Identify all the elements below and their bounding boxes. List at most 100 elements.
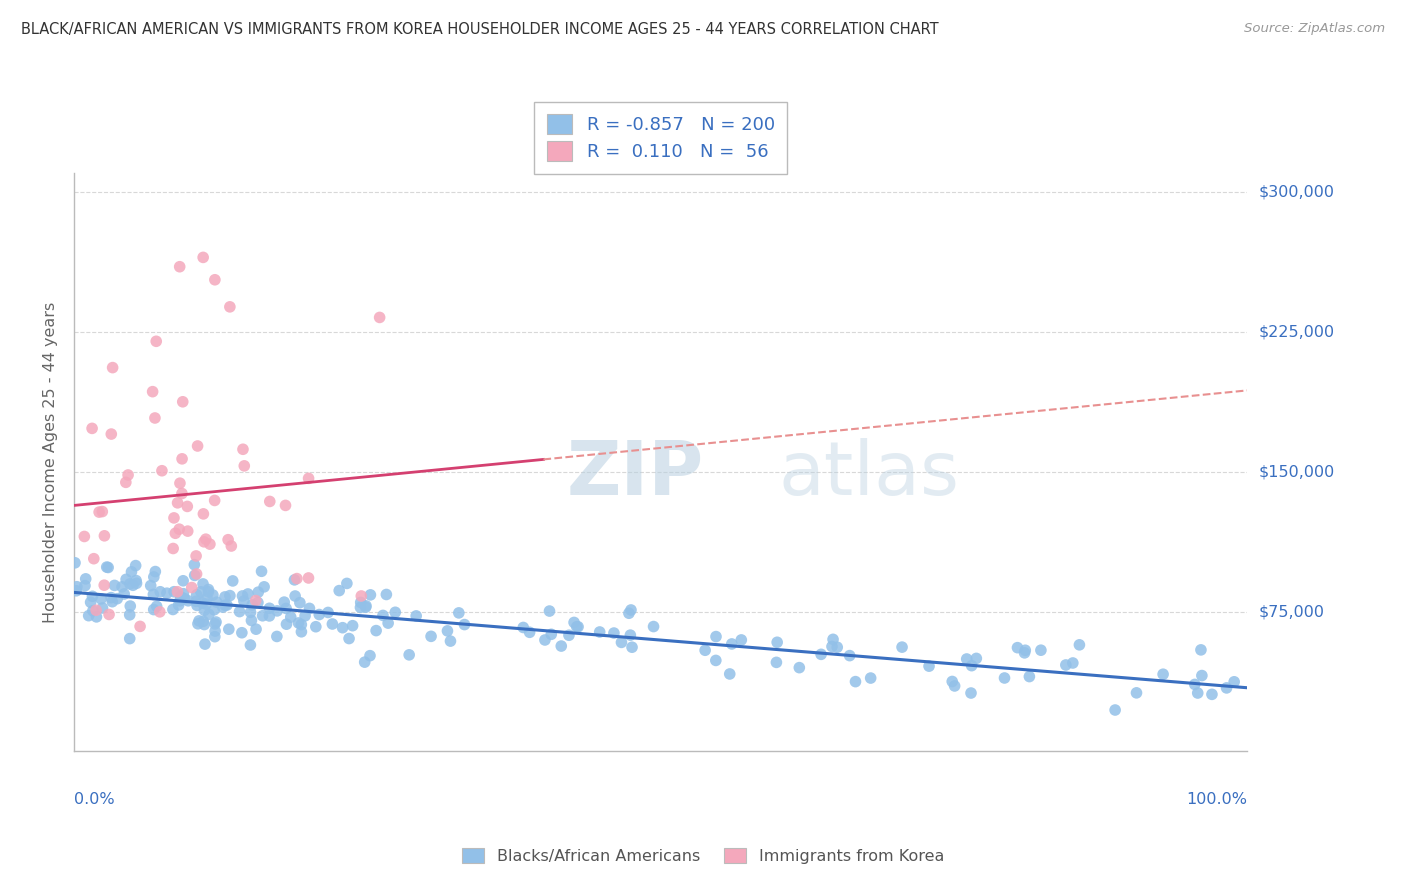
Point [350, 595, 373, 609]
Point [288, 596, 311, 610]
Point [186, 599, 208, 613]
Point [589, 625, 612, 640]
Point [821, 632, 844, 647]
Point [86, 610, 108, 624]
Point [350, 589, 373, 603]
Point [280, 610, 302, 624]
Point [1054, 657, 1077, 672]
Point [274, 601, 297, 615]
Point [1223, 674, 1246, 689]
Point [162, 541, 184, 556]
Point [193, 603, 215, 617]
Text: 0.0%: 0.0% [75, 792, 115, 807]
Point [240, 598, 263, 612]
Point [75, 572, 97, 586]
Point [956, 652, 979, 666]
Point [198, 537, 221, 551]
Text: BLACK/AFRICAN AMERICAN VS IMMIGRANTS FROM KOREA HOUSEHOLDER INCOME AGES 25 - 44 : BLACK/AFRICAN AMERICAN VS IMMIGRANTS FRO… [21, 22, 939, 37]
Point [129, 619, 152, 633]
Legend: Blacks/African Americans, Immigrants from Korea: Blacks/African Americans, Immigrants fro… [456, 842, 950, 871]
Point [162, 602, 184, 616]
Point [266, 604, 288, 618]
Point [204, 616, 226, 631]
Point [167, 522, 190, 536]
Point [118, 607, 141, 622]
Point [294, 608, 316, 623]
Point [204, 273, 226, 287]
Point [101, 595, 124, 609]
Point [111, 580, 134, 594]
Text: 100.0%: 100.0% [1187, 792, 1247, 807]
Point [239, 605, 262, 619]
Point [139, 578, 162, 592]
Point [105, 591, 128, 606]
Point [240, 614, 263, 628]
Point [603, 626, 626, 640]
Point [91, 505, 114, 519]
Point [170, 486, 193, 500]
Point [117, 467, 139, 482]
Point [145, 599, 167, 614]
Point [250, 564, 273, 578]
Point [337, 632, 360, 646]
Point [103, 578, 125, 592]
Point [156, 586, 179, 600]
Text: $225,000: $225,000 [1258, 325, 1334, 340]
Point [218, 622, 240, 636]
Point [538, 604, 561, 618]
Point [567, 620, 589, 634]
Point [825, 640, 848, 655]
Point [941, 674, 963, 689]
Point [204, 630, 226, 644]
Point [436, 624, 458, 638]
Point [366, 624, 388, 638]
Point [859, 671, 882, 685]
Point [375, 587, 398, 601]
Point [63, 556, 86, 570]
Point [149, 584, 172, 599]
Point [191, 577, 214, 591]
Point [297, 571, 319, 585]
Point [918, 659, 941, 673]
Point [617, 607, 640, 621]
Point [184, 594, 207, 608]
Point [204, 493, 226, 508]
Point [354, 599, 377, 613]
Point [353, 655, 375, 669]
Point [198, 607, 221, 622]
Point [1062, 656, 1084, 670]
Point [84, 603, 107, 617]
Point [321, 617, 343, 632]
Point [259, 494, 281, 508]
Point [191, 251, 214, 265]
Point [1014, 646, 1036, 660]
Text: ZIP: ZIP [567, 438, 704, 510]
Point [550, 639, 572, 653]
Point [342, 618, 364, 632]
Point [145, 334, 167, 349]
Point [79, 595, 101, 609]
Point [188, 614, 211, 628]
Point [187, 616, 209, 631]
Point [172, 587, 194, 601]
Point [305, 620, 328, 634]
Point [165, 526, 187, 541]
Point [354, 600, 377, 615]
Point [562, 615, 585, 630]
Point [259, 601, 281, 615]
Y-axis label: Householder Income Ages 25 - 44 years: Householder Income Ages 25 - 44 years [44, 301, 58, 624]
Point [66, 580, 89, 594]
Point [204, 624, 226, 638]
Point [290, 617, 312, 632]
Point [120, 599, 142, 613]
Point [332, 621, 354, 635]
Point [143, 411, 166, 425]
Point [405, 608, 427, 623]
Point [100, 591, 122, 605]
Point [190, 585, 212, 599]
Point [183, 568, 205, 582]
Point [534, 632, 557, 647]
Point [704, 653, 727, 667]
Point [202, 603, 225, 617]
Point [201, 588, 224, 602]
